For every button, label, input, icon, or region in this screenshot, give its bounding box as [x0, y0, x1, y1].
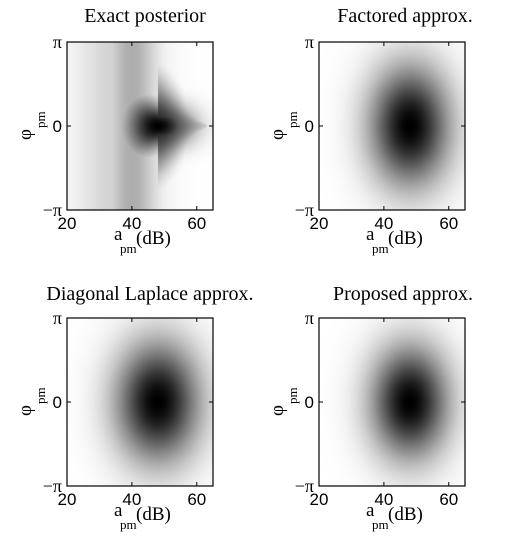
- heatmap-image: [319, 318, 465, 486]
- y-tick-label: 0: [53, 117, 62, 136]
- x-tick-label: 40: [122, 214, 141, 233]
- y-axis-label-group: φpm: [267, 387, 300, 416]
- x-axis-label: a: [366, 500, 375, 521]
- y-tick-label: 0: [53, 393, 62, 412]
- y-tick-label: π: [305, 32, 314, 52]
- y-axis-label-group: φpm: [15, 111, 48, 140]
- y-tick-label: −π: [295, 200, 314, 220]
- y-tick-label: −π: [43, 476, 62, 496]
- y-axis-label-subscript: pm: [285, 387, 300, 404]
- x-axis-label-unit: (dB): [388, 504, 423, 525]
- y-axis-label: φ: [267, 129, 288, 140]
- y-axis-label-group: φpm: [267, 111, 300, 140]
- x-axis-label-subscript: pm: [120, 517, 137, 532]
- y-axis-label-subscript: pm: [33, 111, 48, 128]
- y-tick-label: −π: [295, 476, 314, 496]
- y-tick-label: 0: [305, 117, 314, 136]
- x-axis-label: a: [114, 224, 123, 245]
- panel-title: Diagonal Laplace approx.: [46, 283, 253, 305]
- x-tick-label: 40: [374, 214, 393, 233]
- heatmap-image: [67, 42, 213, 210]
- x-axis-label-subscript: pm: [372, 517, 389, 532]
- x-axis-label-unit: (dB): [136, 504, 171, 525]
- x-axis-label-subscript: pm: [372, 241, 389, 256]
- y-axis-label: φ: [15, 405, 36, 416]
- y-axis-label-subscript: pm: [285, 111, 300, 128]
- x-tick-label: 60: [187, 490, 206, 509]
- panel-title: Factored approx.: [337, 5, 473, 27]
- heatmap-image: [319, 42, 465, 210]
- x-tick-label: 20: [310, 490, 329, 509]
- x-tick-label: 20: [310, 214, 329, 233]
- x-axis-label: a: [366, 224, 375, 245]
- heatmap-image: [67, 318, 213, 486]
- y-tick-label: −π: [43, 200, 62, 220]
- x-tick-label: 40: [374, 490, 393, 509]
- x-axis-label: a: [114, 500, 123, 521]
- x-tick-label: 60: [439, 490, 458, 509]
- y-axis-label-subscript: pm: [33, 387, 48, 404]
- x-tick-label: 60: [187, 214, 206, 233]
- y-tick-label: π: [53, 32, 62, 52]
- panel-title: Exact posterior: [84, 5, 206, 27]
- panel-title: Proposed approx.: [333, 283, 473, 305]
- y-axis-label: φ: [267, 405, 288, 416]
- y-axis-label: φ: [15, 129, 36, 140]
- x-tick-label: 20: [58, 214, 77, 233]
- x-tick-label: 40: [122, 490, 141, 509]
- y-axis-label-group: φpm: [15, 387, 48, 416]
- y-tick-label: 0: [305, 393, 314, 412]
- y-tick-label: π: [305, 308, 314, 328]
- x-axis-label-subscript: pm: [120, 241, 137, 256]
- x-axis-label-unit: (dB): [136, 228, 171, 249]
- x-tick-label: 20: [58, 490, 77, 509]
- x-tick-label: 60: [439, 214, 458, 233]
- x-axis-label-unit: (dB): [388, 228, 423, 249]
- y-tick-label: π: [53, 308, 62, 328]
